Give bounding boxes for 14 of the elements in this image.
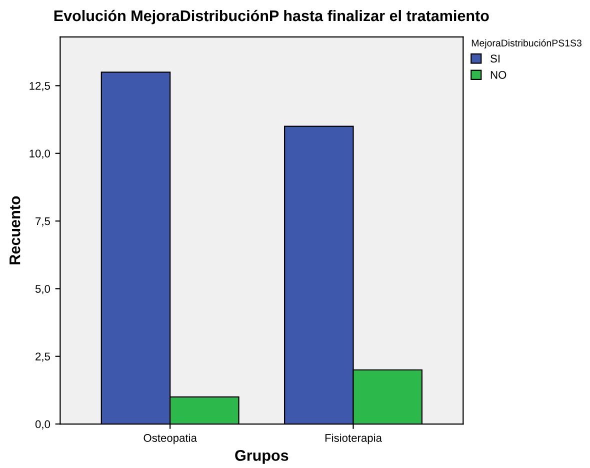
y-tick-label: 5,0 (35, 284, 50, 294)
legend-label: SI (490, 54, 500, 63)
y-tick-label: 10,0 (30, 150, 50, 159)
y-tick-label: 7,5 (36, 217, 50, 226)
x-tick-label: Osteopatia (144, 434, 197, 444)
legend-title: MejoraDistribuciónPS1S3 (472, 39, 582, 48)
x-tick-label: Fisioterapia (325, 434, 382, 444)
y-axis-title: Recuento (10, 196, 20, 264)
y-tick-label: 12,5 (30, 82, 50, 92)
legend-label: NO (490, 70, 506, 79)
x-axis-title: Grupos (235, 450, 288, 464)
y-tick-label: 2,5 (36, 352, 50, 362)
y-tick-label: 0,0 (35, 420, 50, 430)
chart-title: Evolución MejoraDistribuciónP hasta finalizar el tratamiento (54, 10, 489, 24)
